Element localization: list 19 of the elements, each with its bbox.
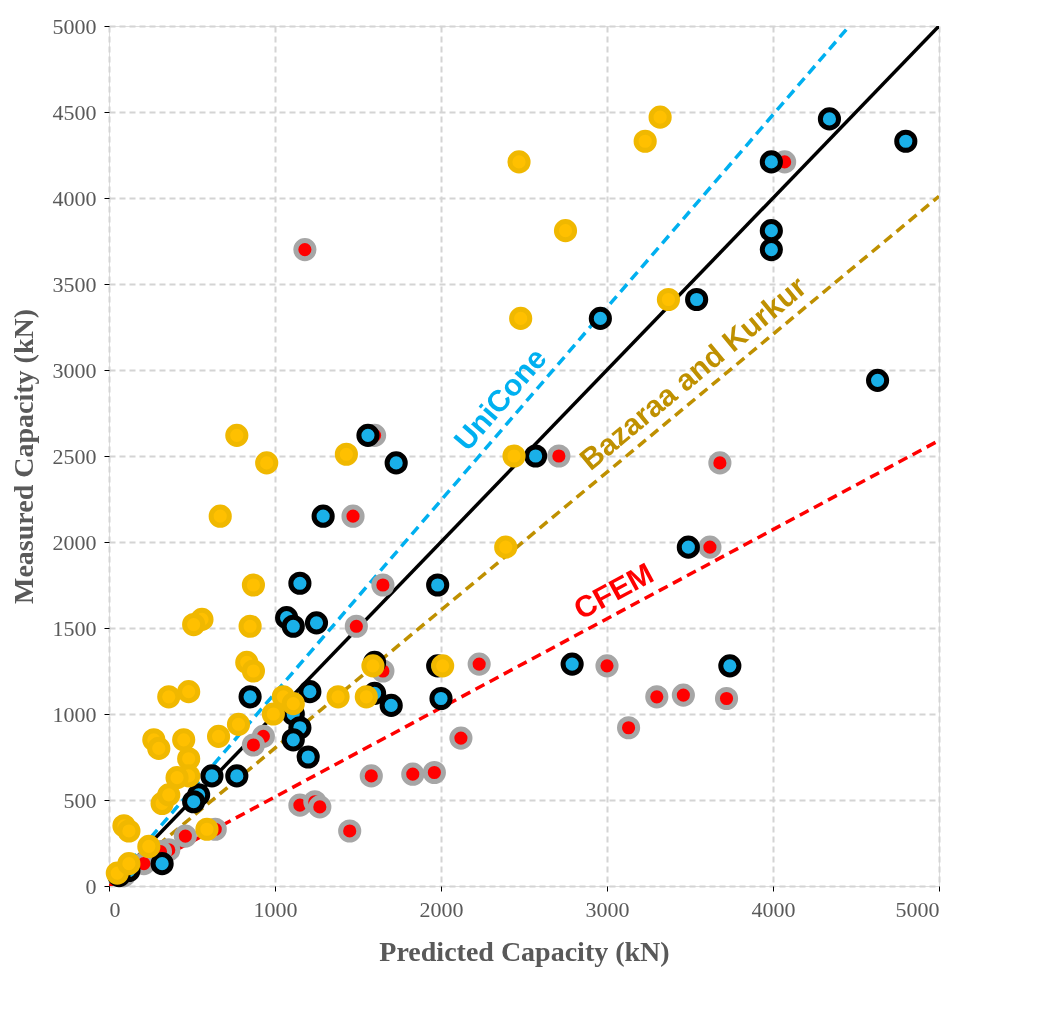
y-tick-label: 3500 <box>52 271 97 297</box>
x-tick-label: 1000 <box>253 896 298 922</box>
x-tick-label: 4000 <box>751 896 796 922</box>
x-axis-title: Predicted Capacity (kN) <box>379 935 670 967</box>
x-tick-label: 0 <box>109 896 121 922</box>
x-tick-label: 3000 <box>585 896 630 922</box>
y-axis-title: Measured Capacity (kN) <box>7 308 39 605</box>
y-tick-label: 3000 <box>52 357 97 383</box>
x-tick-label: 5000 <box>895 896 940 922</box>
y-tick-label: 1500 <box>52 615 97 641</box>
y-tick-label: 4000 <box>52 185 97 211</box>
y-tick-label: 4500 <box>52 99 97 125</box>
x-tick-label: 2000 <box>419 896 464 922</box>
y-tick-label: 500 <box>63 787 97 813</box>
y-tick-label: 2000 <box>52 529 97 555</box>
y-tick-label: 5000 <box>52 13 97 39</box>
y-tick-label: 0 <box>85 873 97 899</box>
y-tick-label: 2500 <box>52 443 97 469</box>
y-tick-label: 1000 <box>52 701 97 727</box>
